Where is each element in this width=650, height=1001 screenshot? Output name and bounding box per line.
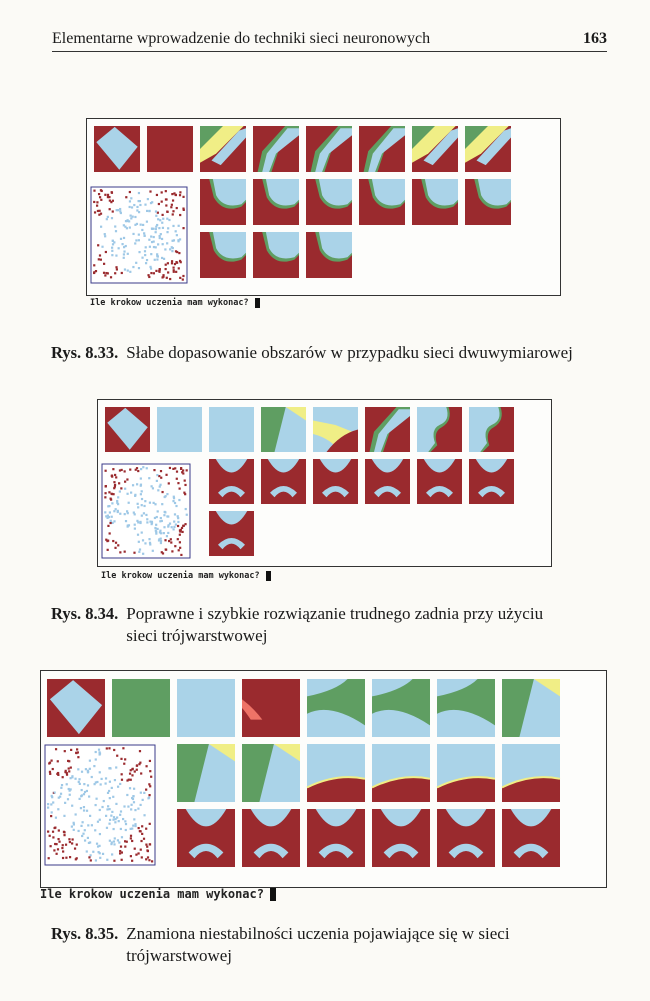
figure-8-35-panel (40, 670, 607, 888)
running-title: Elementarne wprowadzenie do techniki sie… (52, 30, 431, 47)
output-map-tile (307, 679, 365, 737)
output-map-tile (502, 809, 560, 867)
figure-8-34-panel (97, 399, 552, 567)
output-map-tile (501, 744, 561, 802)
training-points-plot (44, 744, 156, 866)
figure-8-34-tiles (101, 407, 514, 559)
output-map-tile (253, 126, 299, 172)
output-map-tile (261, 407, 306, 452)
output-map-tile (502, 679, 560, 737)
output-map-tile (177, 744, 235, 802)
output-map-tile (436, 744, 496, 802)
figure-8-35-prompt: Ile krokow uczenia mam wykonac? (40, 887, 276, 901)
output-map-tile (105, 407, 150, 452)
caption-text: Słabe dopasowanie obszarów w przypadku s… (126, 343, 573, 362)
output-map-tile (306, 232, 352, 278)
output-map-tile (147, 126, 193, 172)
output-map-tile (412, 179, 458, 225)
output-map-tile (177, 679, 235, 737)
output-map-tile (365, 407, 410, 452)
output-map-tile (209, 511, 254, 556)
figure-8-34-caption: Rys. 8.34. Poprawne i szybkie rozwiązani… (51, 603, 576, 647)
output-map-tile (200, 179, 246, 225)
output-map-tile (112, 679, 170, 737)
output-map-tile (359, 179, 405, 225)
output-map-tile (242, 809, 300, 867)
caption-text: Znamiona niestabilności uczenia pojawiaj… (126, 924, 510, 965)
text-cursor-icon (269, 887, 276, 901)
output-map-tile (313, 407, 358, 452)
output-map-tile (306, 179, 352, 225)
output-map-tile (307, 809, 365, 867)
output-map-tile (417, 459, 462, 504)
output-map-tile (253, 232, 299, 278)
output-map-tile (437, 809, 495, 867)
page-number: 163 (583, 30, 607, 47)
running-header: Elementarne wprowadzenie do techniki sie… (52, 30, 607, 52)
figure-8-33-panel (86, 118, 561, 296)
caption-text: Poprawne i szybkie rozwiązanie trudnego … (126, 604, 544, 645)
prompt-text: Ile krokow uczenia mam wykonac? (40, 887, 264, 901)
training-points-plot (90, 186, 188, 284)
output-map-tile (359, 126, 405, 172)
output-map-tile (313, 459, 358, 504)
figure-8-33-tiles (90, 126, 511, 284)
output-map-tile (365, 459, 410, 504)
caption-number: Rys. 8.33. (51, 343, 119, 362)
output-map-tile (242, 744, 300, 802)
caption-number: Rys. 8.34. (51, 604, 119, 623)
output-map-tile (200, 232, 246, 278)
output-map-tile (209, 459, 254, 504)
output-map-tile (209, 407, 254, 452)
output-map-tile (465, 179, 511, 225)
text-cursor-icon (254, 298, 260, 308)
output-map-tile (253, 179, 299, 225)
output-map-tile (47, 679, 105, 737)
output-map-tile (465, 126, 511, 172)
figure-8-34-prompt: Ile krokow uczenia mam wykonac? (101, 571, 271, 581)
output-map-tile (412, 126, 458, 172)
figure-8-35-caption: Rys. 8.35. Znamiona niestabilności uczen… (51, 923, 576, 967)
output-map-tile (437, 679, 495, 737)
output-map-tile (200, 126, 246, 172)
prompt-text: Ile krokow uczenia mam wykonac? (90, 298, 249, 308)
output-map-tile (306, 126, 352, 172)
output-map-tile (306, 744, 366, 802)
output-map-tile (372, 809, 430, 867)
output-map-tile (469, 407, 514, 452)
caption-number: Rys. 8.35. (51, 924, 119, 943)
training-points-plot (101, 463, 191, 559)
output-map-tile (242, 679, 300, 737)
figure-8-33-prompt: Ile krokow uczenia mam wykonac? (90, 298, 260, 308)
output-map-tile (469, 459, 514, 504)
output-map-tile (371, 744, 431, 802)
figure-8-35-tiles (44, 679, 561, 867)
output-map-tile (157, 407, 202, 452)
figure-8-33-caption: Rys. 8.33. Słabe dopasowanie obszarów w … (51, 342, 576, 364)
output-map-tile (417, 407, 462, 452)
text-cursor-icon (265, 571, 271, 581)
output-map-tile (177, 809, 235, 867)
output-map-tile (94, 126, 140, 172)
output-map-tile (372, 679, 430, 737)
prompt-text: Ile krokow uczenia mam wykonac? (101, 571, 260, 581)
output-map-tile (261, 459, 306, 504)
